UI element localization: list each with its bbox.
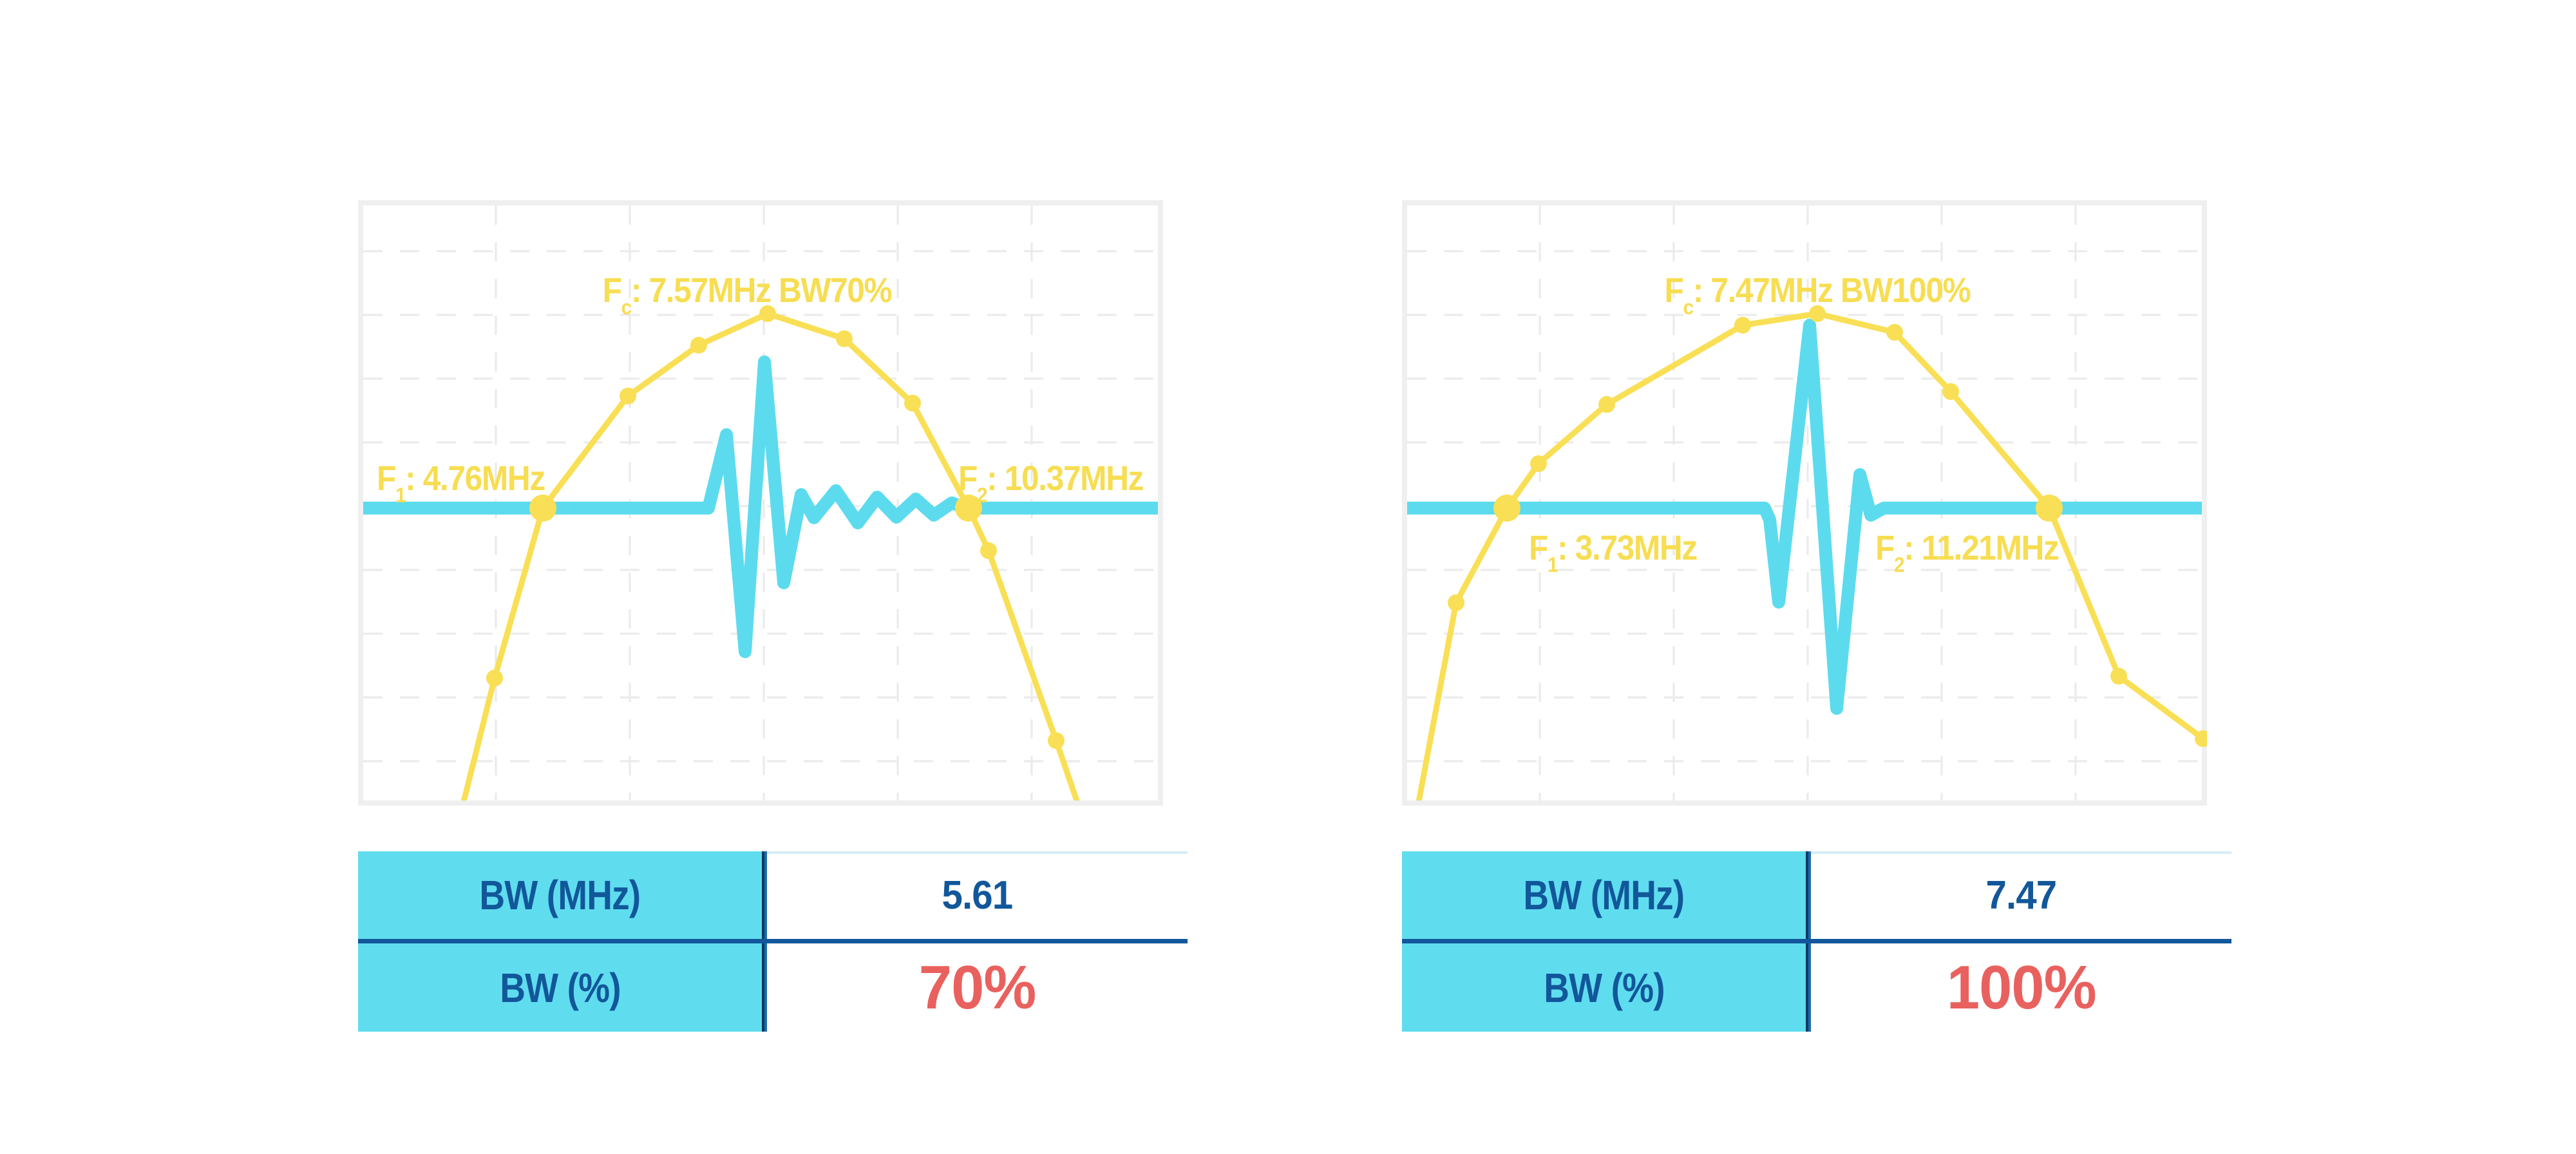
bw-pct-label: BW (%) xyxy=(499,964,621,1011)
chart-plot-area xyxy=(1402,200,2207,806)
fc-annotation: Fc: 7.47MHz BW100% xyxy=(1664,271,1971,317)
f1-value-text: : 3.73MHz xyxy=(1557,529,1698,567)
bw-mhz-value: 7.47 xyxy=(1985,873,2058,918)
bandwidth-table-70pct: BW (MHz) BW (%) 5.61 70% xyxy=(358,851,1188,1032)
bw-pct-value: 70% xyxy=(918,952,1037,1022)
value-column-top-rule xyxy=(1811,851,2231,854)
f1-annotation: F1: 3.73MHz xyxy=(1529,529,1698,575)
bw-mhz-label: BW (MHz) xyxy=(1523,872,1685,918)
table-horizontal-divider xyxy=(358,939,1188,943)
fc-symbol: F xyxy=(1664,271,1684,310)
fc-annotation: Fc: 7.57MHz BW70% xyxy=(602,271,893,317)
bandwidth-table-100pct: BW (MHz) BW (%) 7.47 100% xyxy=(1402,851,2231,1032)
table-cell-bw-pct-value: 100% xyxy=(1811,943,2231,1032)
f1-symbol: F xyxy=(377,459,396,498)
fc-subscript: c xyxy=(1683,295,1694,319)
f2-symbol: F xyxy=(1875,529,1895,567)
table-row-label-bw-pct: BW (%) xyxy=(358,943,762,1032)
f2-annotation: F2: 10.37MHz xyxy=(958,459,1144,506)
spectrum-chart-100pct: Fc: 7.47MHz BW100% F1: 3.73MHz F2: 11.21… xyxy=(1402,200,2207,806)
fc-symbol: F xyxy=(602,271,622,310)
table-row-label-bw-mhz: BW (MHz) xyxy=(1402,851,1806,939)
table-row-label-bw-pct: BW (%) xyxy=(1402,943,1806,1032)
f2-symbol: F xyxy=(958,459,978,498)
fc-value-text: : 7.47MHz BW100% xyxy=(1692,271,1971,310)
bw-mhz-label: BW (MHz) xyxy=(479,872,641,918)
f1-symbol: F xyxy=(1529,529,1548,567)
f2-value-text: : 11.21MHz xyxy=(1904,529,2060,567)
f2-subscript: 2 xyxy=(1893,553,1905,576)
f2-value-text: : 10.37MHz xyxy=(987,459,1144,498)
table-row-label-bw-mhz: BW (MHz) xyxy=(358,851,762,939)
f1-value-text: : 4.76MHz xyxy=(405,459,545,498)
bw-mhz-value: 5.61 xyxy=(942,873,1014,918)
f1-subscript: 1 xyxy=(395,483,406,507)
f1-annotation: F1: 4.76MHz xyxy=(377,459,545,506)
f2-annotation: F2: 11.21MHz xyxy=(1875,529,2060,575)
f1-subscript: 1 xyxy=(1547,553,1558,576)
spectrum-chart-70pct: Fc: 7.57MHz BW70% F1: 4.76MHz F2: 10.37M… xyxy=(358,200,1163,806)
value-column-top-rule xyxy=(767,851,1188,854)
table-cell-bw-pct-value: 70% xyxy=(767,943,1188,1032)
table-cell-bw-mhz-value: 5.61 xyxy=(767,851,1188,939)
fc-value-text: : 7.57MHz BW70% xyxy=(630,271,893,310)
table-horizontal-divider xyxy=(1402,939,2231,943)
bw-pct-value: 100% xyxy=(1946,952,2097,1022)
bw-pct-label: BW (%) xyxy=(1543,964,1665,1011)
fc-subscript: c xyxy=(621,295,632,319)
f2-subscript: 2 xyxy=(976,483,988,507)
chart-plot-area xyxy=(358,200,1163,806)
table-cell-bw-mhz-value: 7.47 xyxy=(1811,851,2231,939)
